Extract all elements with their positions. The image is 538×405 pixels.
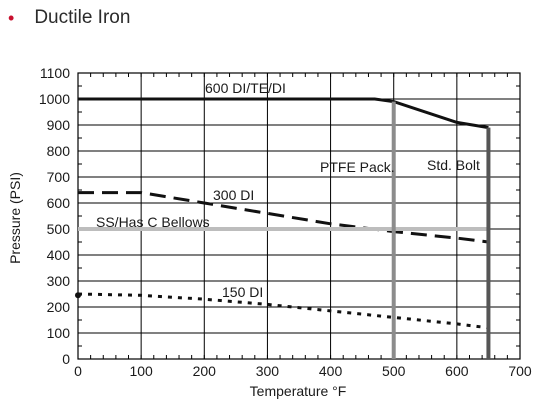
heading-title: Ductile Iron xyxy=(34,7,131,28)
y-tick-label: 900 xyxy=(47,117,71,133)
series-line-1 xyxy=(78,97,489,130)
x-axis-label: Temperature °F xyxy=(250,383,347,399)
y-tick-label: 1000 xyxy=(39,91,70,107)
y-tick-label: 600 xyxy=(47,195,71,211)
y-axis-label: Pressure (PSI) xyxy=(7,172,23,264)
y-tick-label: 700 xyxy=(47,169,71,185)
series-label-4: 150 DI xyxy=(222,284,263,300)
series-layer xyxy=(75,97,491,359)
series-label-2: 300 DI xyxy=(213,187,254,203)
section-heading: • Ductile Iron xyxy=(8,4,130,32)
y-tick-label: 100 xyxy=(47,325,71,341)
series-line-4 xyxy=(77,292,489,330)
series-label-6: Std. Bolt xyxy=(427,157,480,173)
series-label-5: PTFE Pack. xyxy=(320,159,395,175)
series-label-1: 600 DI/TE/DI xyxy=(205,80,286,96)
x-tick-label: 700 xyxy=(508,363,532,379)
x-tick-label: 600 xyxy=(445,363,469,379)
x-tick-label: 500 xyxy=(382,363,406,379)
x-tick-label: 200 xyxy=(193,363,217,379)
y-tick-label: 800 xyxy=(47,143,71,159)
x-tick-label: 400 xyxy=(319,363,343,379)
bullet-icon: • xyxy=(8,8,15,28)
y-tick-label: 500 xyxy=(47,221,71,237)
x-tick-label: 0 xyxy=(74,363,82,379)
y-tick-label: 0 xyxy=(62,351,70,367)
x-tick-label: 100 xyxy=(129,363,153,379)
tick-labels: 0 100 200 300 400 500 600 700 800 900 1000 1100 0 100… xyxy=(39,65,532,379)
y-tick-label: 1100 xyxy=(40,65,70,81)
plot-border xyxy=(77,72,521,360)
series-label-3: SS/Has C Bellows xyxy=(96,214,210,230)
y-tick-label: 300 xyxy=(47,273,71,289)
y-tick-label: 200 xyxy=(47,299,71,315)
y-tick-label: 400 xyxy=(47,247,71,263)
series-line-2 xyxy=(78,191,489,244)
start-marker-dot xyxy=(75,292,81,299)
x-tick-label: 300 xyxy=(256,363,280,379)
